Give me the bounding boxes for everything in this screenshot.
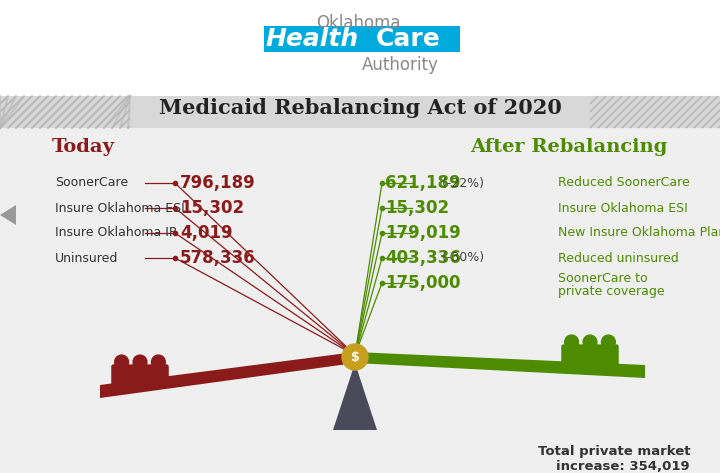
Text: New Insure Oklahoma Plan: New Insure Oklahoma Plan — [558, 227, 720, 239]
Text: 15,302: 15,302 — [180, 199, 244, 217]
Text: Insure Oklahoma IP: Insure Oklahoma IP — [55, 227, 176, 239]
Polygon shape — [100, 352, 355, 398]
Text: Insure Oklahoma ESI: Insure Oklahoma ESI — [55, 201, 185, 214]
Text: Uninsured: Uninsured — [55, 252, 118, 264]
Polygon shape — [0, 205, 16, 225]
Text: 403,336: 403,336 — [385, 249, 461, 267]
Text: Reduced uninsured: Reduced uninsured — [558, 252, 679, 264]
Text: $: $ — [351, 350, 359, 363]
Text: (-30%): (-30%) — [438, 252, 484, 264]
Text: Insure Oklahoma ESI: Insure Oklahoma ESI — [558, 201, 688, 214]
Circle shape — [114, 355, 128, 369]
Text: SoonerCare to: SoonerCare to — [558, 272, 647, 284]
Text: Total private market
increase: 354,019: Total private market increase: 354,019 — [538, 445, 690, 473]
Text: 796,189: 796,189 — [180, 174, 256, 192]
Text: 15,302: 15,302 — [385, 199, 449, 217]
Text: Today: Today — [52, 138, 115, 156]
Circle shape — [133, 355, 147, 369]
Text: Care: Care — [376, 27, 441, 51]
Text: 621,189: 621,189 — [385, 174, 461, 192]
FancyBboxPatch shape — [562, 344, 582, 368]
FancyBboxPatch shape — [580, 344, 600, 368]
FancyBboxPatch shape — [112, 364, 132, 387]
Text: 175,000: 175,000 — [385, 274, 461, 292]
FancyBboxPatch shape — [598, 344, 618, 368]
Polygon shape — [333, 363, 377, 430]
Text: Reduced SoonerCare: Reduced SoonerCare — [558, 176, 690, 190]
FancyBboxPatch shape — [148, 364, 168, 387]
Bar — [0, 128, 720, 473]
Text: After Rebalancing: After Rebalancing — [471, 138, 668, 156]
Text: Health: Health — [266, 27, 359, 51]
Text: Authority: Authority — [361, 56, 438, 74]
Text: private coverage: private coverage — [558, 284, 665, 298]
Circle shape — [151, 355, 166, 369]
Text: Oklahoma: Oklahoma — [316, 14, 400, 32]
Text: 578,336: 578,336 — [180, 249, 256, 267]
Text: Medicaid Rebalancing Act of 2020: Medicaid Rebalancing Act of 2020 — [158, 98, 562, 118]
Text: 4,019: 4,019 — [180, 224, 233, 242]
FancyBboxPatch shape — [130, 364, 150, 387]
Bar — [264, 26, 460, 52]
Text: (-22%): (-22%) — [438, 176, 484, 190]
Polygon shape — [355, 352, 645, 378]
Text: SoonerCare: SoonerCare — [55, 176, 128, 190]
Bar — [0, 96, 720, 128]
Circle shape — [564, 335, 578, 349]
Text: 179,019: 179,019 — [385, 224, 461, 242]
Circle shape — [342, 344, 368, 370]
Circle shape — [583, 335, 597, 349]
Circle shape — [601, 335, 616, 349]
